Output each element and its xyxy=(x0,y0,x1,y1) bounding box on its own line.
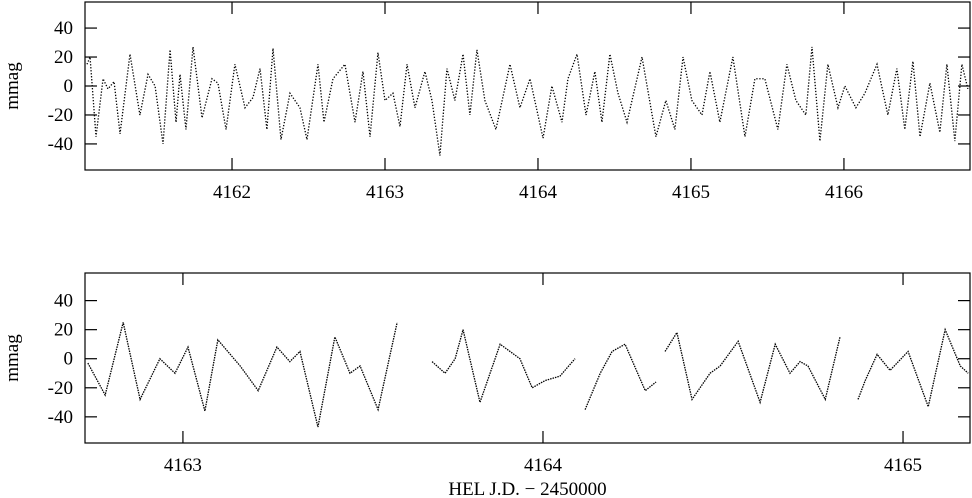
y-axis-label: mmag xyxy=(2,334,23,382)
y-tick-label: 40 xyxy=(54,291,73,312)
x-tick-label: 4163 xyxy=(164,455,202,476)
y-tick-label: 0 xyxy=(64,76,74,97)
y-tick-label: -40 xyxy=(48,407,73,428)
x-tick-label: 4164 xyxy=(519,182,558,203)
x-tick-label: 4165 xyxy=(672,182,710,203)
light-curve xyxy=(87,322,398,428)
y-tick-label: 20 xyxy=(54,47,73,68)
y-axis-label: mmag xyxy=(2,62,23,110)
x-tick-label: 4162 xyxy=(213,182,251,203)
light-curve xyxy=(86,46,969,156)
light-curve xyxy=(664,330,841,405)
light-curve xyxy=(857,327,969,410)
y-tick-label: -20 xyxy=(48,378,73,399)
light-curve xyxy=(431,329,576,405)
x-tick-label: 4165 xyxy=(884,455,922,476)
y-tick-label: -40 xyxy=(48,134,73,155)
plot-frame xyxy=(84,272,971,444)
x-tick-label: 4164 xyxy=(524,455,563,476)
x-tick-label: 4166 xyxy=(825,182,863,203)
y-tick-label: 0 xyxy=(64,349,74,370)
x-axis-label: HEL J.D. − 2450000 xyxy=(448,479,606,498)
y-tick-label: 20 xyxy=(54,320,73,341)
light-curve xyxy=(584,343,657,410)
x-tick-label: 4163 xyxy=(366,182,404,203)
y-tick-label: -20 xyxy=(48,105,73,126)
y-tick-label: 40 xyxy=(54,18,73,39)
